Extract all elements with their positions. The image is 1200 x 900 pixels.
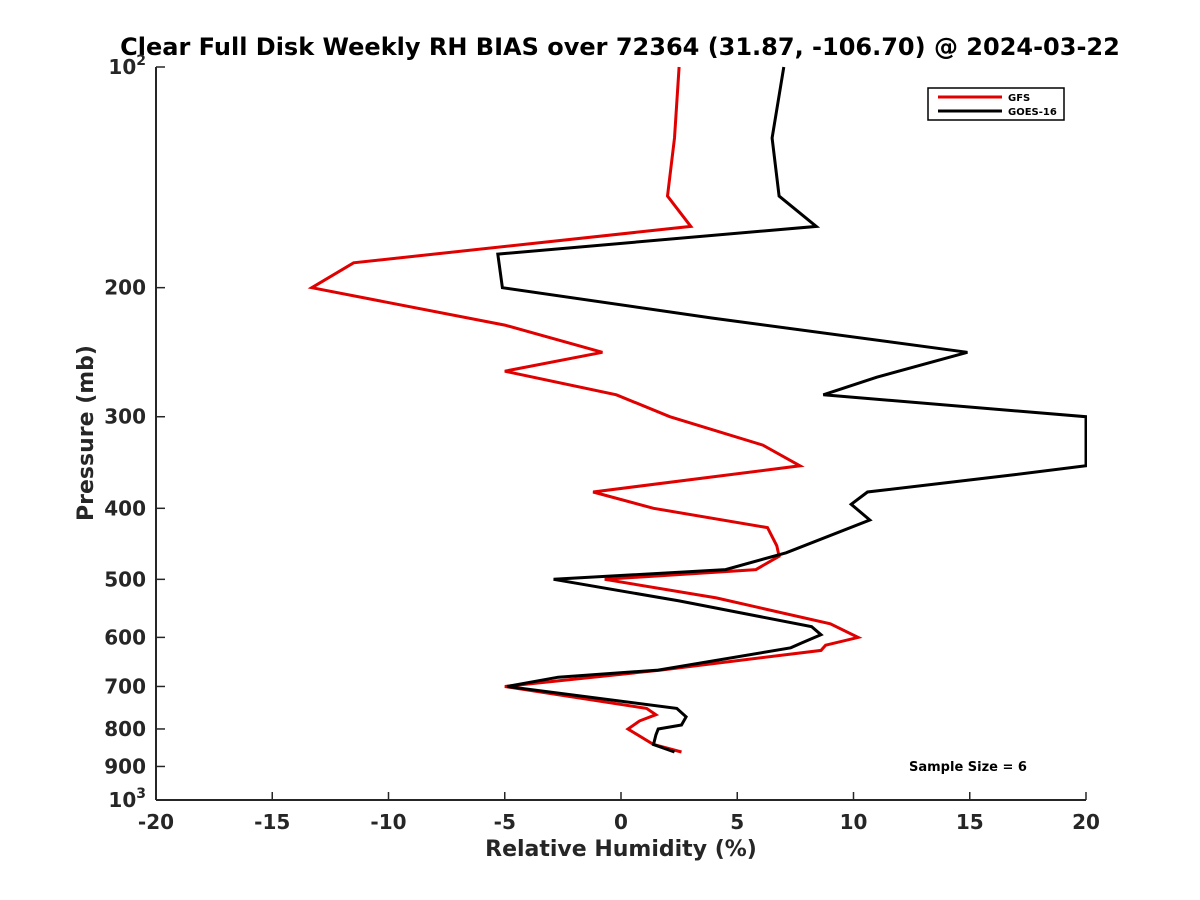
y-tick-exponent: 3 bbox=[136, 786, 146, 802]
x-tick-label: -10 bbox=[370, 810, 406, 834]
x-tick-label: -20 bbox=[138, 810, 174, 834]
y-tick-label: 300 bbox=[104, 405, 146, 429]
series-line-goes-16 bbox=[496, 66, 1087, 754]
chart-title: Clear Full Disk Weekly RH BIAS over 7236… bbox=[120, 33, 1120, 61]
x-axis-label: Relative Humidity (%) bbox=[485, 837, 757, 862]
sample-size-annotation: Sample Size = 6 bbox=[909, 760, 1027, 775]
x-axis-ticks: -20 -15 -10 -5 0 5 10 15 20 bbox=[138, 792, 1100, 834]
y-tick-label: 103 bbox=[108, 786, 146, 812]
x-tick-label: 10 bbox=[840, 810, 868, 834]
y-tick-label: 200 bbox=[104, 276, 146, 300]
y-tick-label: 600 bbox=[104, 625, 146, 649]
y-tick-label: 500 bbox=[104, 567, 146, 591]
y-tick-label: 800 bbox=[104, 717, 146, 741]
y-tick-label: 400 bbox=[104, 496, 146, 520]
series-line-gfs bbox=[307, 66, 863, 754]
series-lines bbox=[307, 66, 1087, 754]
y-tick-label: 700 bbox=[104, 674, 146, 698]
plot-area bbox=[155, 67, 1086, 801]
legend-label: GFS bbox=[1008, 93, 1030, 104]
legend: GFS GOES-16 bbox=[927, 87, 1065, 121]
x-tick-label: -15 bbox=[254, 810, 290, 834]
y-axis-label: Pressure (mb) bbox=[74, 345, 99, 521]
y-tick-label: 102 bbox=[108, 53, 146, 79]
legend-label: GOES-16 bbox=[1008, 107, 1057, 118]
x-tick-label: 5 bbox=[730, 810, 744, 834]
x-tick-label: -5 bbox=[494, 810, 516, 834]
x-tick-label: 20 bbox=[1072, 810, 1100, 834]
y-tick-label: 900 bbox=[104, 754, 146, 778]
y-tick-exponent: 2 bbox=[136, 53, 146, 69]
y-tick-base: 10 bbox=[108, 55, 136, 79]
legend-box bbox=[927, 87, 1065, 121]
x-tick-label: 15 bbox=[956, 810, 984, 834]
y-tick-base: 10 bbox=[108, 788, 136, 812]
x-tick-label: 0 bbox=[614, 810, 628, 834]
